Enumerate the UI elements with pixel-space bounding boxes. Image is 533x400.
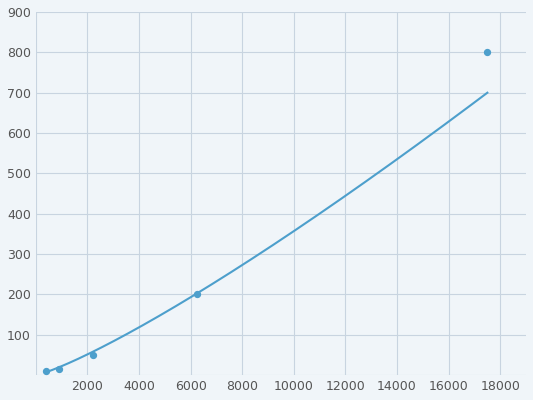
Point bbox=[42, 368, 51, 374]
Point bbox=[193, 291, 201, 298]
Point bbox=[483, 49, 491, 56]
Point bbox=[88, 352, 97, 358]
Point bbox=[55, 366, 63, 372]
